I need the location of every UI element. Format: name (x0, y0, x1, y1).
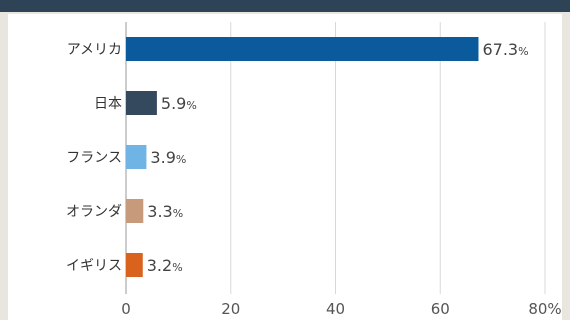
category-label: オランダ (66, 204, 122, 220)
value-label: 3.3% (147, 202, 183, 221)
x-tick-label: 40 (326, 300, 345, 318)
bar (126, 253, 143, 277)
category-label: イギリス (66, 258, 122, 274)
value-label: 3.9% (150, 148, 186, 167)
bar (126, 199, 144, 223)
value-label: 3.2% (147, 256, 183, 275)
plot-panel: 0 20 40 60 80% アメリカ 67.3% 日本 5.9% フランス 3.9% オランダ 3.3… (8, 14, 562, 320)
bar (126, 91, 157, 115)
grid-layer (125, 22, 546, 294)
bar (126, 37, 479, 61)
title-bar (0, 0, 570, 12)
value-label: 5.9% (161, 94, 197, 113)
value-label: 67.3% (482, 40, 528, 59)
label-layer: 0 20 40 60 80% アメリカ 67.3% 日本 5.9% フランス 3.9% オランダ 3.3… (66, 40, 562, 318)
x-tick-label: 20 (221, 300, 240, 318)
bar (126, 145, 147, 169)
x-tick-label: 0 (121, 300, 131, 318)
x-tick-label: 60 (431, 300, 450, 318)
category-label: 日本 (94, 96, 122, 112)
category-label: フランス (66, 150, 122, 166)
bar-layer (126, 37, 479, 277)
category-label: アメリカ (67, 42, 122, 58)
x-tick-label: 80% (528, 300, 561, 318)
bar-chart: 0 20 40 60 80% アメリカ 67.3% 日本 5.9% フランス 3.9% オランダ 3.3… (66, 22, 562, 318)
